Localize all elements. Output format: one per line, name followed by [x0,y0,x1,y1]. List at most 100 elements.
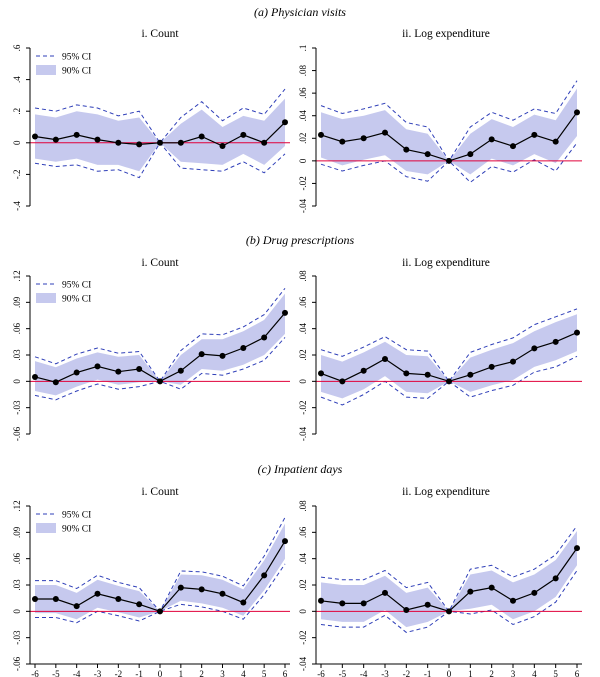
x-tick-label: -1 [135,669,143,677]
estimate-point [52,136,59,143]
y-tick-label: 0 [12,140,22,145]
panel-title-b-count: i. Count [141,257,179,269]
y-tick-label: 0 [298,609,308,614]
x-tick-label: 3 [511,669,516,677]
y-tick-label: .02 [298,349,308,360]
y-tick-label: .09 [12,526,22,538]
y-tick-label: .06 [12,553,22,565]
estimate-point [157,139,163,146]
estimate-point [73,131,80,138]
x-tick-label: -1 [424,669,432,677]
estimate-point [510,358,516,365]
y-tick-label: .03 [12,349,22,361]
legend-ci90-swatch [36,65,56,75]
estimate-point [488,363,495,370]
estimate-point [531,589,538,596]
estimate-point [240,344,247,351]
section-title-inpatient-days: (c) Inpatient days [258,462,343,476]
estimate-point [574,545,580,552]
estimate-point [177,139,184,146]
ci95-upper-line [320,525,578,613]
legend: 95% CI 90% CI [36,511,91,535]
x-tick-label: 4 [532,669,537,677]
estimate-point [94,590,101,597]
panel-title-a-count: i. Count [141,28,179,40]
panel-title-c-count: i. Count [141,486,179,498]
x-tick-label: -4 [73,669,81,677]
y-tick-label: .04 [298,110,308,122]
estimate-point [240,599,247,606]
estimate-point [115,368,122,375]
x-tick-label: 6 [283,669,288,677]
y-tick-label: .6 [12,44,22,51]
estimate-point [177,584,184,591]
ci90-band [35,293,285,396]
y-tick-label: .06 [12,323,22,335]
y-tick-label: .06 [298,296,308,308]
estimate-point [115,596,122,603]
estimate-point [467,371,474,378]
estimate-point [157,378,163,385]
estimate-point [531,131,538,138]
x-tick-label: 5 [262,669,267,677]
estimate-point [403,607,410,614]
x-tick-label: -6 [31,669,39,677]
y-tick-label: -.02 [298,401,308,415]
legend-ci90-label: 90% CI [62,295,91,305]
legend-ci90-swatch [36,293,56,303]
estimate-point [73,369,80,376]
panel-1: -.04 -.02 0 .02 .04 .06 .08 .1 [298,45,582,213]
ci95-upper-line [34,88,286,144]
y-tick-label: .09 [12,296,22,308]
y-tick-label: .12 [12,500,22,511]
y-tick-label: -.06 [12,426,22,441]
panel-0: -.4 -.2 0 .2 .4 .6 95% CI 90% CI [12,44,290,211]
legend: 95% CI 90% CI [36,53,91,77]
panel-title-a-log-expenditure: ii. Log expenditure [402,28,490,40]
y-tick-label: -.06 [12,656,22,671]
estimate-point [446,378,452,385]
y-tick-label: .04 [298,553,308,565]
ci90-band [321,88,577,175]
x-tick-label: 0 [158,669,163,677]
panel-title-b-log-expenditure: ii. Log expenditure [402,257,490,269]
estimate-point [552,338,559,345]
panel-5: -.04 -.02 0 .02 .04 .06 .08 -6 -5 -4 -3 -2 -1 0 1 2 3 4 5 6 [298,500,582,677]
panels-group: -.4 -.2 0 .2 .4 .6 95% CI 90% CI -.04 -.02 0 .02 .04… [12,44,582,677]
y-tick-label: 0 [298,379,308,384]
estimate-point [339,600,346,607]
estimate-point [261,572,268,579]
y-tick-label: .08 [298,500,308,512]
y-tick-label: -.04 [298,426,308,441]
estimate-point [318,131,324,138]
estimate-point [339,378,346,385]
y-tick-label: .06 [298,526,308,538]
estimate-point [261,139,268,146]
x-tick-label: -5 [52,669,60,677]
y-tick-label: .1 [298,45,308,52]
estimate-point [424,151,431,158]
estimate-point [94,136,101,143]
y-tick-label: -.02 [298,176,308,190]
estimate-point [177,367,184,374]
estimate-point [198,586,205,593]
ci95-lower-line [320,142,578,183]
estimate-point [446,608,452,615]
estimate-point [382,355,388,362]
y-tick-label: 0 [298,158,308,163]
estimate-point [318,597,324,604]
y-tick-label: -.4 [12,201,22,211]
estimate-point [282,119,288,126]
estimate-point [424,601,431,608]
estimate-point [574,109,580,116]
estimate-point [136,141,143,148]
estimate-point [382,129,388,136]
x-tick-label: 4 [241,669,246,677]
ci95-upper-line [34,287,286,383]
estimate-point [240,131,247,138]
y-tick-label: .2 [12,108,22,115]
estimate-point [467,151,474,158]
y-tick-label: .06 [298,87,308,99]
y-tick-label: .4 [12,76,22,83]
